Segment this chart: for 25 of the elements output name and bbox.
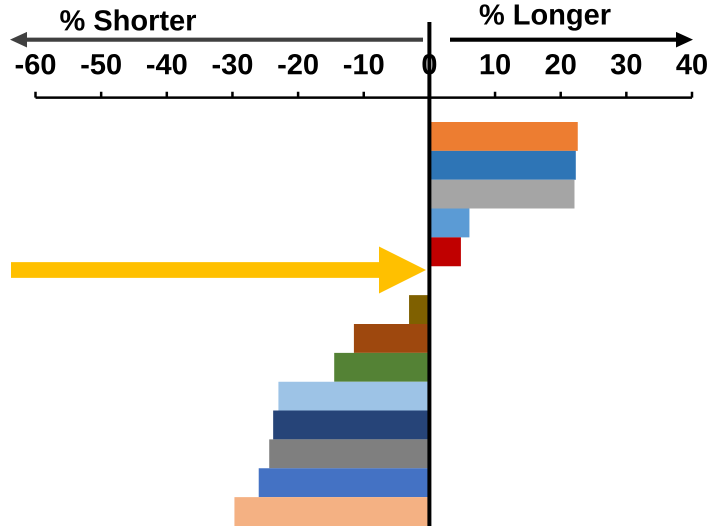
bar — [429, 208, 470, 238]
text: % Longer — [480, 4, 611, 31]
bar — [234, 497, 430, 526]
bar — [354, 324, 430, 353]
bar — [273, 410, 430, 440]
x-tick-label: 40 — [676, 54, 707, 74]
x-tick-label: 10 — [480, 54, 510, 74]
bar — [429, 150, 576, 180]
bar — [278, 382, 430, 411]
bar — [269, 439, 430, 468]
bar — [258, 468, 430, 498]
text: % Shorter — [60, 9, 196, 31]
x-tick-label: 20 — [546, 54, 576, 74]
x-tick-label: 30 — [610, 54, 642, 74]
bar — [429, 237, 461, 266]
bar — [334, 352, 430, 382]
x-tick-label: -50 — [81, 54, 121, 74]
x-tick-label: -40 — [146, 54, 187, 74]
x-tick-label: -30 — [212, 54, 252, 74]
x-tick-label: -10 — [344, 54, 384, 74]
bar — [429, 180, 574, 209]
x-tick-label: -60 — [16, 54, 56, 74]
bar — [429, 122, 578, 151]
x-tick-label: -20 — [278, 54, 318, 74]
bar — [409, 295, 430, 324]
